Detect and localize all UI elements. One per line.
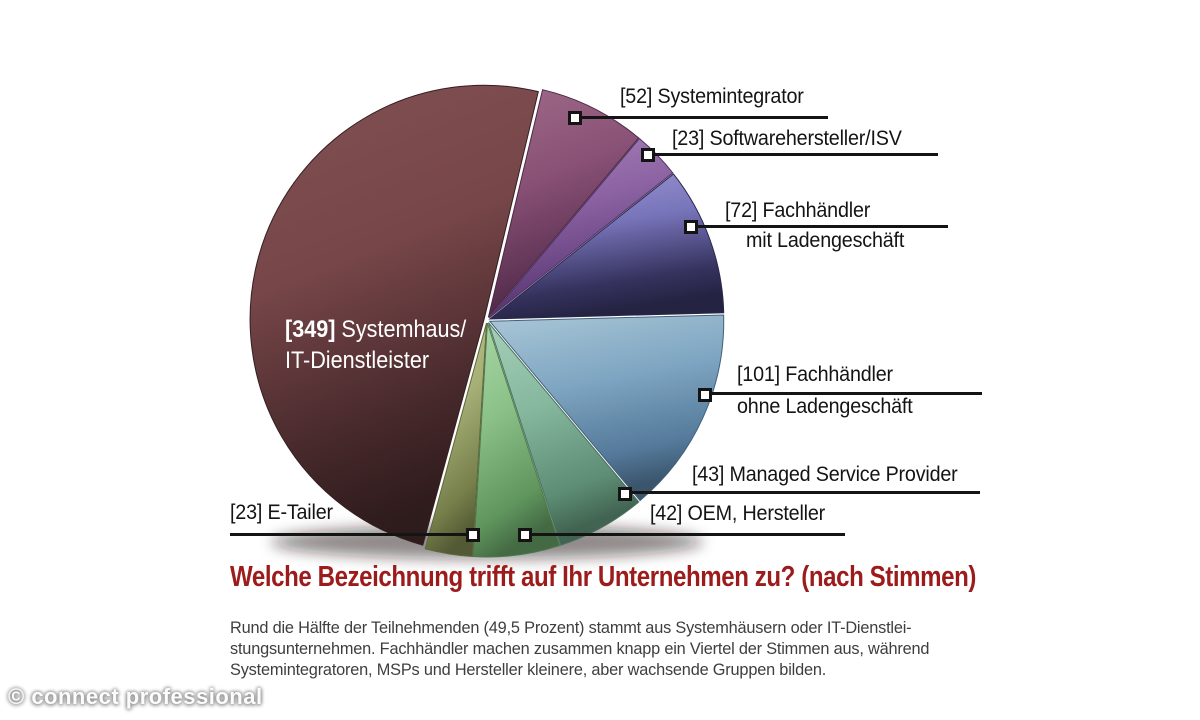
chart-title: Welche Bezeichnung trifft auf Ihr Untern… <box>230 561 976 593</box>
watermark: © connect professional <box>8 684 263 709</box>
callout-marker-oem-hersteller <box>518 528 532 542</box>
chart-description: Rund die Hälfte der Teilnehmenden (49,5 … <box>230 617 929 680</box>
pie-slice-fachhaendler-mit-ladengeschaeft <box>488 173 725 320</box>
callout-line-managed-service-provider <box>632 491 980 494</box>
callout-label-managed-service-provider: [43] Managed Service Provider <box>692 463 958 486</box>
callout-line-e-tailer <box>230 533 467 536</box>
callout-line-softwarehersteller <box>655 153 938 156</box>
callout-label-e-tailer: [23] E-Tailer <box>230 501 333 524</box>
callout-marker-systemintegrator <box>568 111 582 125</box>
description-line-2: stungsunternehmen. Fachhändler machen zu… <box>230 639 930 658</box>
callout-label-softwarehersteller: [23] Softwarehersteller/ISV <box>672 127 902 150</box>
pie-slice-systemhaus-it-dienstleister <box>249 84 539 546</box>
description-line-1: Rund die Hälfte der Teilnehmenden (49,5 … <box>230 618 912 637</box>
callout-line-systemintegrator <box>582 116 828 119</box>
pie-slice-e-tailer <box>424 322 488 558</box>
callout-line-fachhaendler-mit <box>698 225 948 228</box>
callout-marker-fachhaendler-ohne <box>698 388 712 402</box>
callout-marker-managed-service-provider <box>618 487 632 501</box>
callout-label-fachhaendler-mit-line2: mit Ladengeschäft <box>746 229 905 252</box>
callout-label-oem-hersteller: [42] OEM, Hersteller <box>650 502 826 525</box>
slice-label-name-line1: Systemhaus/ <box>341 316 467 343</box>
slice-label-systemhaus: [349] Systemhaus/ IT-Dienstleister <box>285 314 466 376</box>
callout-line-oem-hersteller <box>532 533 845 536</box>
slice-label-name-line2: IT-Dienstleister <box>285 347 430 374</box>
callout-label-systemintegrator: [52] Systemintegrator <box>620 85 804 108</box>
callout-label-fachhaendler-mit-line1: [72] Fachhändler <box>725 199 871 222</box>
slice-label-value: [349] <box>285 316 336 343</box>
callout-label-fachhaendler-ohne-line2: ohne Ladengeschäft <box>737 395 913 418</box>
pie-slice-managed-service-provider <box>487 322 640 546</box>
callout-marker-fachhaendler-mit <box>684 220 698 234</box>
pie-slice-fachhaendler-ohne-ladengeschaeft <box>488 314 725 502</box>
pie-slice-systemintegrator <box>487 89 640 318</box>
description-line-3: Systemintegratoren, MSPs und Hersteller … <box>230 660 827 679</box>
callout-marker-e-tailer <box>466 528 480 542</box>
callout-marker-softwarehersteller <box>641 148 655 162</box>
callout-label-fachhaendler-ohne-line1: [101] Fachhändler <box>737 363 893 386</box>
callout-line-fachhaendler-ohne <box>712 392 982 395</box>
pie-slice-oem-hersteller <box>472 322 561 558</box>
